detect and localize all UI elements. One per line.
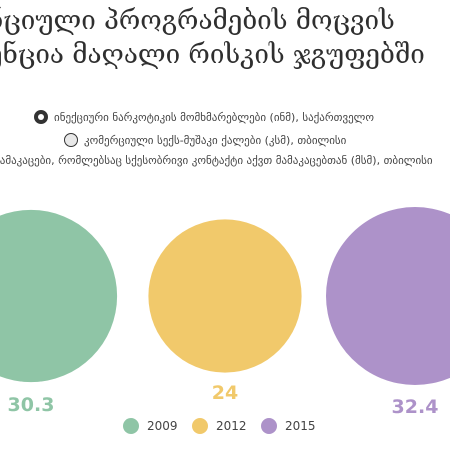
bubble-2012[interactable]: [148, 219, 302, 373]
value-label-2009: 30.3: [8, 394, 55, 416]
legend-swatch-2015: [261, 418, 277, 434]
chart-title-line-1: ნციული პროგრამების მოცვის: [0, 6, 395, 36]
legend-swatch-2012: [192, 418, 208, 434]
legend-item-2012[interactable]: 2012: [192, 418, 247, 434]
chart-title-line-2: ენცია მაღალი რისკის ჯგუფებში: [0, 40, 425, 70]
chart-title: ნციული პროგრამების მოცვის ენცია მაღალი რ…: [0, 4, 450, 72]
option-msm[interactable]: მამაკაცები, რომლებსაც სქესობრივი კონტაქტ…: [0, 154, 433, 167]
option-pwid-label: ინექციური ნარკოტიკის მომხმარებლები (ინმ)…: [54, 110, 375, 124]
option-fsw-label: კომერციული სექს-მუშაკი ქალები (კსმ), თბი…: [84, 133, 347, 147]
legend-label-2009: 2009: [147, 419, 178, 433]
value-label-2015: 32.4: [392, 396, 439, 418]
option-msm-label: მამაკაცები, რომლებსაც სქესობრივი კონტაქტ…: [0, 154, 433, 167]
legend-item-2015[interactable]: 2015: [261, 418, 316, 434]
legend-swatch-2009: [123, 418, 139, 434]
bubble-2015[interactable]: [326, 207, 450, 385]
option-pwid[interactable]: ინექციური ნარკოტიკის მომხმარებლები (ინმ)…: [34, 110, 374, 124]
bubble-2009[interactable]: [0, 209, 118, 383]
legend-label-2012: 2012: [216, 419, 247, 433]
radio-unselected-icon: [64, 133, 78, 147]
legend-label-2015: 2015: [285, 419, 316, 433]
option-fsw[interactable]: კომერციული სექს-მუშაკი ქალები (კსმ), თბი…: [64, 133, 346, 147]
value-label-2012: 24: [212, 382, 238, 404]
legend-item-2009[interactable]: 2009: [123, 418, 178, 434]
radio-selected-icon: [34, 110, 48, 124]
